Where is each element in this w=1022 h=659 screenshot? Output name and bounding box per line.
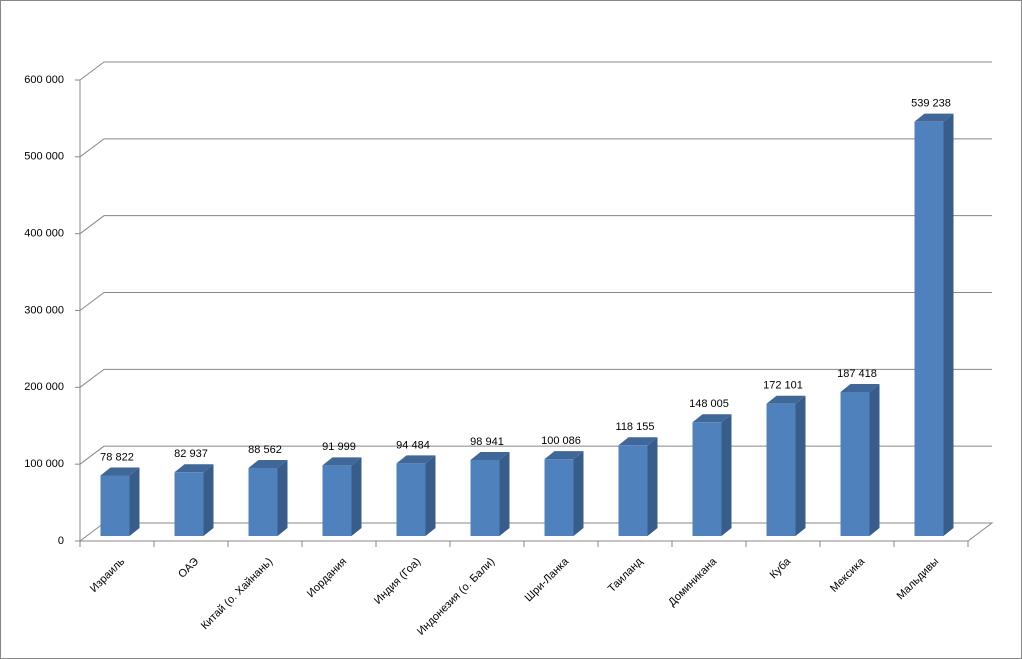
bar-side	[647, 437, 658, 536]
bar	[100, 467, 140, 536]
bar-top	[248, 459, 288, 468]
bar-top	[396, 455, 436, 464]
y-tick-label: 400 000	[24, 228, 64, 240]
value-label: 82 937	[174, 448, 208, 460]
bar-front	[544, 459, 574, 536]
bar-front	[914, 121, 944, 536]
grid-line	[79, 215, 992, 235]
bar-side	[129, 467, 140, 536]
value-label: 187 418	[837, 368, 877, 380]
bar	[396, 455, 436, 536]
y-tick-label: 600 000	[24, 74, 64, 86]
bar-side	[721, 414, 732, 536]
bar-front	[470, 459, 500, 536]
bar	[914, 113, 954, 536]
bar-side	[795, 395, 806, 536]
bar	[470, 451, 510, 536]
bar-side	[573, 451, 584, 536]
value-label: 539 238	[911, 98, 951, 110]
y-tick-label: 200 000	[24, 381, 64, 393]
bar-top	[618, 437, 658, 446]
bar-front	[840, 392, 870, 536]
bar-top	[840, 384, 880, 393]
bar	[618, 437, 658, 536]
bar-side	[425, 455, 436, 536]
bar-side	[351, 457, 362, 536]
bar-top	[322, 457, 362, 466]
y-tick-label: 0	[58, 535, 64, 547]
bar-front	[100, 475, 130, 536]
bar-top	[914, 113, 954, 122]
grid-line	[79, 61, 992, 81]
bar-side	[499, 451, 510, 536]
bar-front	[766, 403, 796, 536]
y-tick-label: 100 000	[24, 458, 64, 470]
value-label: 98 941	[470, 436, 504, 448]
value-label: 88 562	[248, 444, 282, 456]
value-label: 118 155	[616, 421, 655, 433]
bar-side	[869, 384, 880, 536]
bar	[766, 395, 806, 536]
bar-top	[174, 464, 214, 473]
bar-top	[692, 414, 732, 423]
bar-front	[618, 445, 648, 536]
grid-line	[79, 368, 992, 388]
bar-side	[943, 113, 954, 536]
bar-front	[322, 465, 352, 536]
value-label: 172 101	[763, 380, 803, 392]
bar	[322, 457, 362, 536]
grid-line	[79, 292, 992, 311]
bar	[174, 464, 214, 536]
y-tick-label: 500 000	[24, 151, 64, 163]
bar-front	[396, 463, 426, 536]
bar	[692, 414, 732, 536]
bar-top	[470, 451, 510, 460]
value-label: 100 086	[541, 435, 581, 447]
bar	[544, 451, 584, 536]
bar	[840, 384, 880, 536]
grid-line	[79, 138, 992, 158]
bar-front	[248, 467, 278, 536]
bar-front	[174, 472, 204, 536]
bar-top	[544, 451, 584, 460]
bar	[248, 459, 288, 536]
bar-side	[203, 464, 214, 536]
bar-side	[277, 459, 288, 536]
value-label: 148 005	[689, 398, 729, 410]
bar-front	[692, 422, 722, 536]
value-label: 94 484	[396, 439, 430, 451]
bar-top	[100, 467, 140, 476]
value-label: 91 999	[322, 441, 356, 453]
bar-top	[766, 395, 806, 404]
y-tick-label: 300 000	[24, 304, 64, 316]
value-label: 78 822	[100, 451, 134, 463]
